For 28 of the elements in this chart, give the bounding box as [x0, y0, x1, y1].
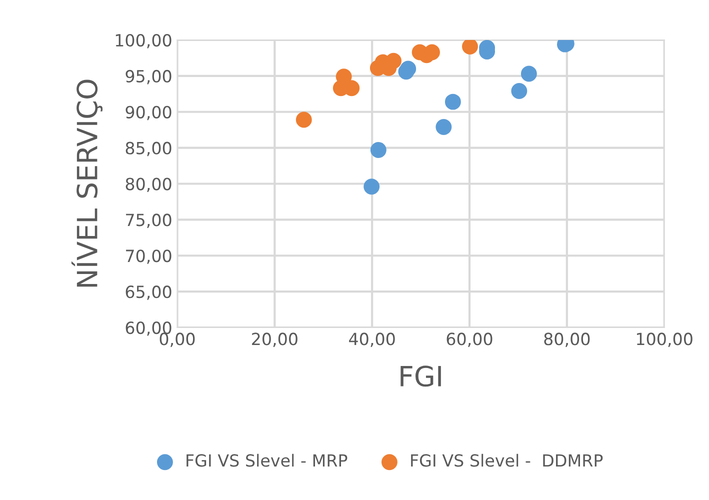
point — [364, 178, 380, 195]
y-tick-label: 65,00 — [126, 286, 172, 300]
y-tick-label: 80,00 — [126, 178, 172, 192]
y-tick-label: 85,00 — [126, 142, 172, 156]
x-tick-label: 100,00 — [637, 332, 692, 347]
x-tick-label: 20,00 — [252, 332, 298, 347]
legend-label: FGI VS Slevel - DDMRP — [411, 454, 603, 467]
point — [520, 66, 537, 82]
x-axis-title: FGI — [400, 366, 441, 387]
point — [511, 83, 528, 100]
x-tick-label: 80,00 — [544, 332, 590, 347]
y-tick-label: 90,00 — [126, 106, 172, 120]
point — [400, 60, 416, 77]
x-tick-label: 40,00 — [349, 332, 395, 347]
y-tick-label: 100,00 — [116, 34, 172, 48]
point — [436, 118, 452, 135]
point — [444, 94, 461, 110]
y-axis-title: NÍVEL SERVIÇO — [71, 80, 103, 287]
point — [386, 52, 402, 69]
point — [424, 44, 440, 60]
x-tick-label: 60,00 — [446, 332, 492, 347]
y-tick-label: 70,00 — [126, 250, 172, 264]
point — [462, 40, 478, 54]
y-tick-label: 75,00 — [126, 214, 172, 228]
point — [370, 142, 386, 158]
legend-label: FGI VS Slevel - MRP — [186, 454, 348, 467]
y-tick-label: 95,00 — [126, 70, 172, 84]
point — [296, 112, 312, 128]
